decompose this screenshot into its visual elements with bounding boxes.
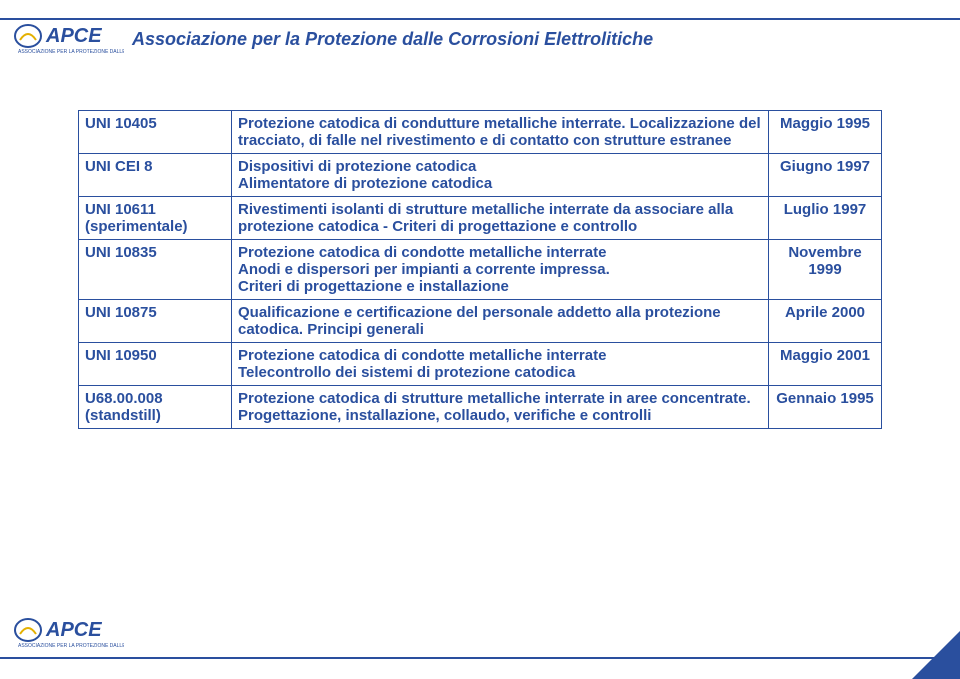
cell-code: UNI 10611 (sperimentale) [79,197,232,240]
cell-desc: Rivestimenti isolanti di strutture metal… [232,197,769,240]
cell-code: U68.00.008 (standstill) [79,386,232,429]
cell-date: Maggio 1995 [769,111,882,154]
logo-small-text: ASSOCIAZIONE PER LA PROTEZIONE DALLE COR… [18,49,124,55]
header: APCE ASSOCIAZIONE PER LA PROTEZIONE DALL… [0,22,960,56]
standards-table: UNI 10405Protezione catodica di conduttu… [78,110,882,429]
cell-desc: Dispositivi di protezione catodicaAlimen… [232,154,769,197]
table-row: UNI 10875Qualificazione e certificazione… [79,300,882,343]
cell-code: UNI 10405 [79,111,232,154]
logo-big-text: APCE [45,25,102,47]
cell-date: Novembre 1999 [769,240,882,300]
table-row: UNI 10950Protezione catodica di condotte… [79,343,882,386]
table-row: U68.00.008 (standstill)Protezione catodi… [79,386,882,429]
table-row: UNI CEI 8Dispositivi di protezione catod… [79,154,882,197]
page-title: Associazione per la Protezione dalle Cor… [132,29,653,50]
cell-desc: Protezione catodica di condotte metallic… [232,343,769,386]
footer-logo: APCE ASSOCIAZIONE PER LA PROTEZIONE DALL… [14,616,124,655]
cell-desc: Protezione catodica di condotte metallic… [232,240,769,300]
table-row: UNI 10405Protezione catodica di conduttu… [79,111,882,154]
footer-logo-big-text: APCE [45,619,102,641]
cell-date: Maggio 2001 [769,343,882,386]
page: APCE ASSOCIAZIONE PER LA PROTEZIONE DALL… [0,0,960,679]
table-row: UNI 10611 (sperimentale)Rivestimenti iso… [79,197,882,240]
standards-table-wrap: UNI 10405Protezione catodica di conduttu… [78,110,882,429]
header-rule [0,18,960,20]
cell-date: Giugno 1997 [769,154,882,197]
footer-rule [0,657,960,659]
cell-desc: Protezione catodica di condutture metall… [232,111,769,154]
cell-code: UNI 10835 [79,240,232,300]
footer-logo-svg: APCE ASSOCIAZIONE PER LA PROTEZIONE DALL… [14,616,124,650]
cell-code: UNI CEI 8 [79,154,232,197]
logo-svg: APCE ASSOCIAZIONE PER LA PROTEZIONE DALL… [14,22,124,56]
footer-logo-small-text: ASSOCIAZIONE PER LA PROTEZIONE DALLE COR… [18,643,124,649]
cell-desc: Protezione catodica di strutture metalli… [232,386,769,429]
cell-code: UNI 10875 [79,300,232,343]
cell-desc: Qualificazione e certificazione del pers… [232,300,769,343]
standards-table-body: UNI 10405Protezione catodica di conduttu… [79,111,882,429]
table-row: UNI 10835Protezione catodica di condotte… [79,240,882,300]
logo: APCE ASSOCIAZIONE PER LA PROTEZIONE DALL… [14,22,124,56]
cell-date: Aprile 2000 [769,300,882,343]
corner-fold [912,631,960,679]
cell-code: UNI 10950 [79,343,232,386]
cell-date: Luglio 1997 [769,197,882,240]
cell-date: Gennaio 1995 [769,386,882,429]
